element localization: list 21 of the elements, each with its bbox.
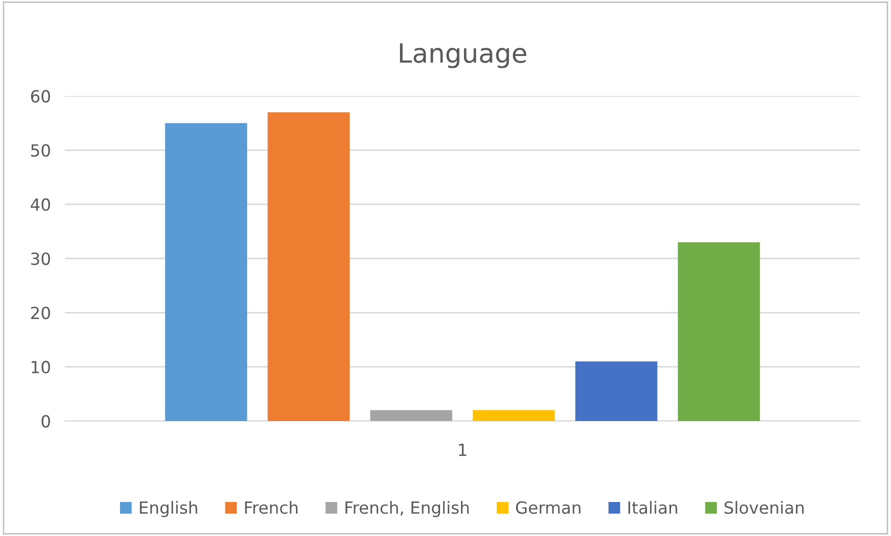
bar xyxy=(575,361,658,421)
legend-label: French xyxy=(245,501,298,514)
x-tick-label: 1 xyxy=(459,444,466,456)
legend-label: Slovenian xyxy=(724,501,804,514)
bar xyxy=(165,123,248,421)
bar xyxy=(678,242,760,421)
y-tick-label: 10 xyxy=(32,360,50,374)
bar xyxy=(370,410,452,421)
bar xyxy=(268,112,350,421)
y-tick-label: 40 xyxy=(30,198,50,211)
y-tick-label: 20 xyxy=(31,306,50,320)
legend-label: Italian xyxy=(628,501,678,514)
y-tick-label: 50 xyxy=(31,144,50,157)
bar xyxy=(472,410,555,421)
legend-label: German xyxy=(516,501,580,514)
y-tick-label: 60 xyxy=(31,90,50,103)
y-tick-label: 0 xyxy=(42,414,50,428)
legend-label: English xyxy=(140,501,198,518)
y-tick-label: 30 xyxy=(31,252,50,266)
legend-label: French, English xyxy=(346,501,469,518)
chart-title: Language xyxy=(400,43,526,68)
